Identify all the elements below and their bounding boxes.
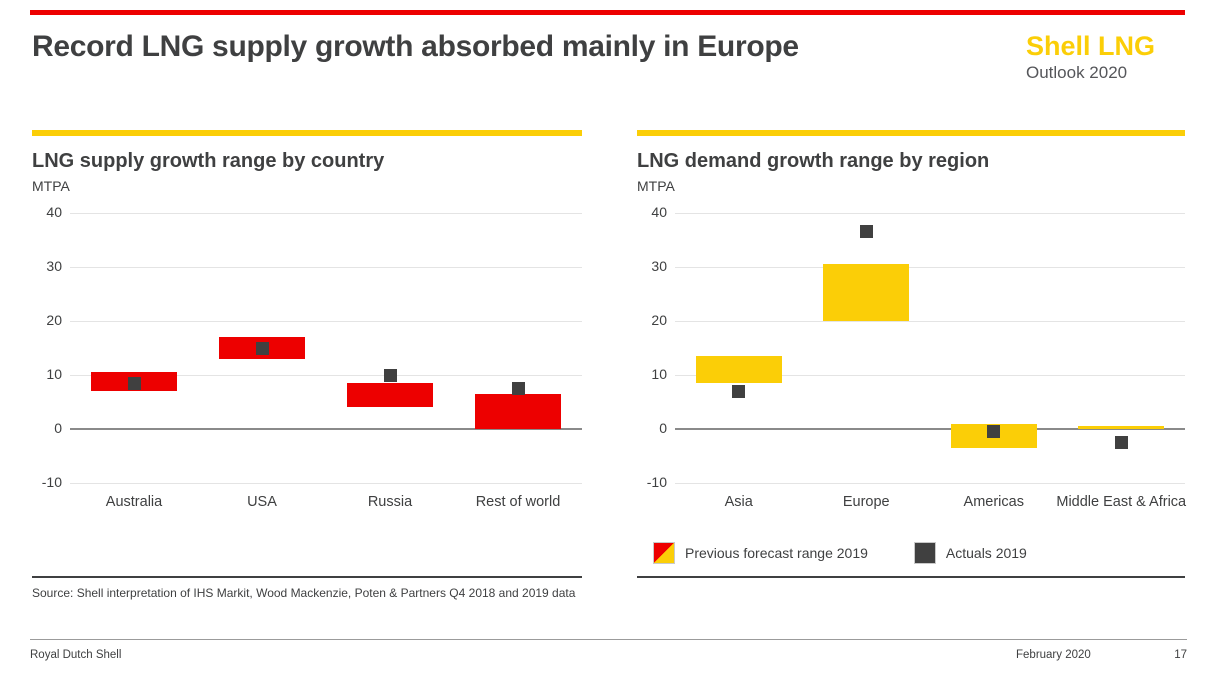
x-axis-category-label: Americas <box>963 494 1024 510</box>
actuals-legend-label: Actuals 2019 <box>945 545 1027 561</box>
gridline <box>70 266 582 268</box>
gridline <box>675 212 1185 214</box>
panel-accent-bar <box>637 130 1185 136</box>
source-text: Source: Shell interpretation of IHS Mark… <box>32 586 576 600</box>
demand-plot-area: 40 30 20 10 0 -10 Asia Europe Americas Middle Eas… <box>637 130 1186 530</box>
demand-chart-panel: LNG demand growth range by region MTPA 4… <box>637 130 1186 620</box>
x-axis-category-label: Europe <box>842 494 890 510</box>
gridline <box>675 320 1185 322</box>
forecast-range-legend-label: Previous forecast range 2019 <box>685 545 868 561</box>
gridline <box>675 266 1185 268</box>
forecast-range-bar <box>475 393 561 429</box>
y-axis-tick-label: 30 <box>46 258 62 274</box>
x-axis-category-label: Middle East & Africa <box>1056 494 1187 510</box>
forecast-range-bar <box>695 356 782 384</box>
y-axis-tick-label: 10 <box>651 366 667 382</box>
x-axis-category-label: Rest of world <box>475 494 561 510</box>
actuals-marker <box>732 384 746 398</box>
forecast-range-bar <box>1078 426 1165 429</box>
x-axis-category-label: USA <box>247 494 277 510</box>
x-axis-category-label: Russia <box>367 494 413 510</box>
gridline <box>675 482 1185 484</box>
zero-axis-line <box>70 428 582 430</box>
gridline <box>70 482 582 484</box>
x-axis-category-label: Australia <box>105 494 163 510</box>
x-axis-category-label: Asia <box>724 494 753 510</box>
supply-y-axis-units: MTPA <box>32 178 70 194</box>
y-axis-tick-label: 30 <box>651 258 667 274</box>
brand-subtitle: Outlook 2020 <box>1026 63 1128 82</box>
supply-chart-panel: LNG supply growth range by country MTPA … <box>32 130 582 620</box>
legend-divider-line <box>637 576 1185 578</box>
brand-block: Shell LNG Outlook 2020 <box>1026 33 1196 83</box>
gridline <box>70 212 582 214</box>
top-accent-line <box>30 10 1185 15</box>
y-axis-tick-label: 40 <box>651 204 667 220</box>
zero-axis-line <box>675 428 1185 430</box>
y-axis-tick-label: 20 <box>651 312 667 328</box>
supply-chart-title: LNG supply growth range by country <box>32 150 385 172</box>
y-axis-tick-label: 0 <box>54 420 62 436</box>
gridline <box>70 374 582 376</box>
gridline <box>675 374 1185 376</box>
forecast-range-bar <box>823 264 910 321</box>
y-axis-tick-label: -10 <box>646 474 667 490</box>
actuals-marker <box>511 382 525 395</box>
footer-page-number: 17 <box>1174 649 1187 661</box>
actuals-marker <box>127 376 141 390</box>
actuals-marker <box>859 225 873 239</box>
forecast-range-legend-swatch <box>653 542 675 564</box>
y-axis-tick-label: -10 <box>41 474 62 490</box>
y-axis-tick-label: 40 <box>46 204 62 220</box>
forecast-range-bar <box>347 383 433 408</box>
footer-divider-line <box>30 639 1187 640</box>
panel-accent-bar <box>32 130 582 136</box>
actuals-marker <box>987 425 1001 439</box>
footer-company: Royal Dutch Shell <box>30 649 122 661</box>
source-divider-line <box>32 576 582 578</box>
actuals-marker <box>1114 436 1128 449</box>
y-axis-tick-label: 10 <box>46 366 62 382</box>
actuals-marker <box>255 341 269 355</box>
supply-plot-area: 40 30 20 10 0 -10 Australia USA Russia Rest of wo… <box>32 130 582 530</box>
demand-y-axis-units: MTPA <box>637 178 675 194</box>
demand-chart-title: LNG demand growth range by region <box>637 150 990 172</box>
chart-legend: Previous forecast range 2019 Actuals 201… <box>653 542 1027 564</box>
gridline <box>70 320 582 322</box>
y-axis-tick-label: 20 <box>46 312 62 328</box>
y-axis-tick-label: 0 <box>659 420 667 436</box>
brand-name: Shell LNG <box>1026 31 1156 61</box>
page-title: Record LNG supply growth absorbed mainly… <box>32 30 799 63</box>
footer-date: February 2020 <box>1016 649 1091 661</box>
actuals-legend-swatch <box>913 542 936 564</box>
actuals-marker <box>383 368 397 382</box>
